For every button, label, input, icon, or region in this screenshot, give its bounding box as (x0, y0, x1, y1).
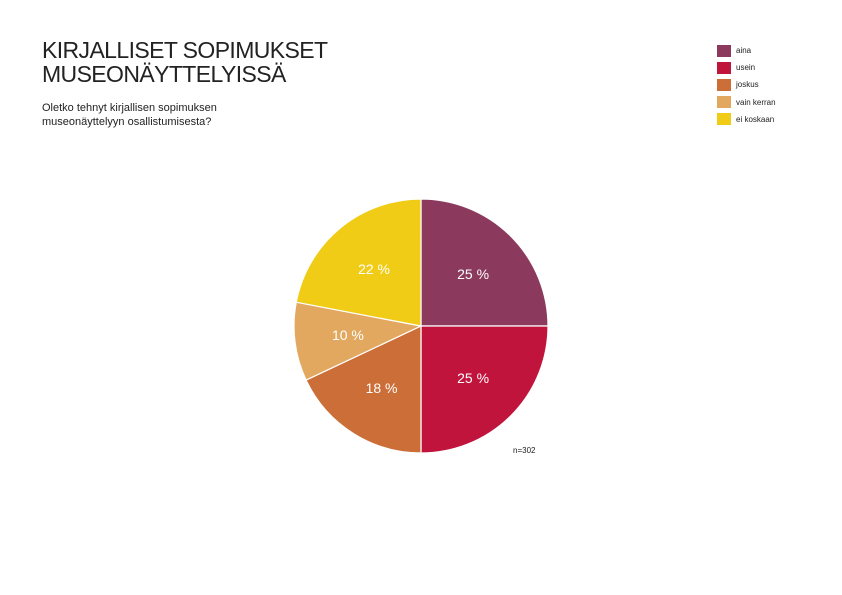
legend-swatch (717, 96, 731, 109)
chart-legend: aina usein joskus vain kerran ei koskaan (717, 42, 776, 128)
pie-data-label: 22 % (358, 261, 390, 277)
legend-label: usein (736, 63, 756, 73)
chart-subtitle-line-2: museonäyttelyyn osallistumisesta? (42, 116, 212, 128)
pie-slice-ei-koskaan (295, 198, 422, 327)
legend-swatch (717, 44, 731, 57)
legend-label: ei koskaan (736, 114, 775, 124)
pie-data-label: 25 % (457, 370, 489, 386)
legend-swatch (717, 113, 731, 126)
pie-slice-joskus (305, 325, 422, 454)
legend-item-usein: usein (717, 59, 776, 76)
chart-title-line-1: KIRJALLISET SOPIMUKSET (42, 37, 328, 63)
pie-slice-usein (420, 325, 549, 454)
legend-item-ei-koskaan: ei koskaan (717, 111, 776, 128)
pie-slice-aina (420, 198, 549, 327)
legend-swatch (717, 61, 731, 74)
legend-item-joskus: joskus (717, 76, 776, 93)
chart-subtitle-line-1: Oletko tehnyt kirjallisen sopimuksen (42, 102, 217, 114)
legend-item-vain-kerran: vain kerran (717, 94, 776, 111)
chart-title: KIRJALLISET SOPIMUKSET MUSEONÄYTTELYISSÄ (42, 38, 402, 86)
sample-size-label: n=302 (513, 446, 536, 455)
pie-data-label: 25 % (457, 266, 489, 282)
legend-swatch (717, 78, 731, 91)
chart-subtitle: Oletko tehnyt kirjallisen sopimuksen mus… (42, 101, 302, 129)
pie-data-label: 18 % (366, 380, 398, 396)
pie-slice-vain-kerran (293, 301, 423, 381)
chart-title-line-2: MUSEONÄYTTELYISSÄ (42, 61, 286, 87)
pie-data-label: 10 % (332, 327, 364, 343)
legend-label: aina (736, 46, 752, 56)
legend-item-aina: aina (717, 42, 776, 59)
legend-label: vain kerran (736, 97, 776, 107)
legend-label: joskus (736, 80, 759, 90)
